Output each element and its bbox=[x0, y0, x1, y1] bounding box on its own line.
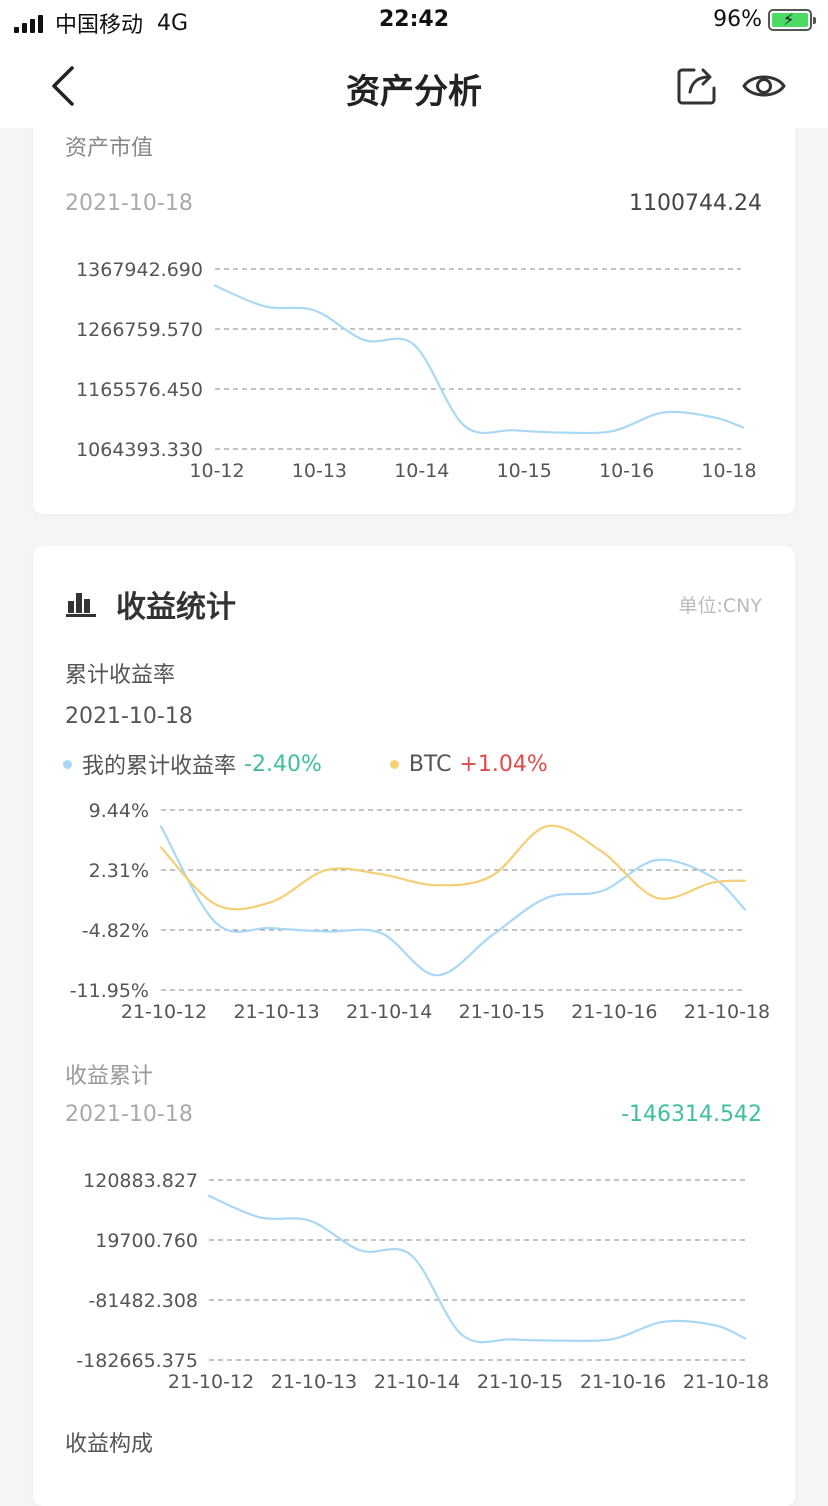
income-stats-title: 收益统计 bbox=[116, 590, 236, 625]
x-tick-label: 21-10-12 bbox=[121, 1001, 207, 1023]
asset-value-card: 资产市值 2021-10-18 1100744.24 1367942.690 12… bbox=[33, 100, 795, 514]
legend-label-btc: BTC bbox=[408, 751, 452, 777]
x-tick-label: 21-10-15 bbox=[477, 1371, 563, 1393]
x-tick-label: 21-10-12 bbox=[168, 1371, 254, 1393]
asset-value-chart: 1367942.690 1266759.570 1165576.450 1064393… bbox=[76, 259, 757, 482]
x-tick-label: 21-10-14 bbox=[374, 1371, 460, 1393]
x-tick-label: 10-15 bbox=[497, 460, 552, 482]
cum-rate-date: 2021-10-18 bbox=[65, 704, 193, 729]
y-tick-label: -182665.375 bbox=[76, 1350, 198, 1372]
x-tick-label: 21-10-14 bbox=[346, 1001, 432, 1023]
series-line bbox=[207, 1194, 747, 1344]
nav-bar: 资产分析 bbox=[0, 44, 828, 128]
y-tick-label: 9.44% bbox=[89, 800, 149, 822]
asset-value-title: 资产市值 bbox=[65, 136, 154, 161]
network-label: 4G bbox=[157, 10, 189, 36]
x-tick-label: 10-18 bbox=[701, 460, 756, 482]
income-stats-header: 收益统计 bbox=[66, 582, 236, 626]
y-tick-label: 1266759.570 bbox=[76, 319, 203, 341]
x-tick-label: 21-10-15 bbox=[459, 1001, 545, 1023]
series-line bbox=[159, 825, 747, 977]
signal-icon bbox=[14, 13, 43, 33]
status-right: 96% ⚡ bbox=[713, 7, 816, 32]
x-tick-label: 10-13 bbox=[292, 460, 347, 482]
x-tick-label: 21-10-13 bbox=[233, 1001, 319, 1023]
y-tick-label: -81482.308 bbox=[88, 1290, 198, 1312]
cum-rate-chart: 9.44% 2.31% -4.82% -11.95%21-10-12 21-10-13 2… bbox=[70, 800, 770, 1023]
composition-title: 收益构成 bbox=[65, 1432, 154, 1457]
x-tick-label: 21-10-13 bbox=[271, 1371, 357, 1393]
series-line bbox=[213, 284, 745, 435]
eye-icon[interactable] bbox=[742, 66, 786, 106]
battery-icon: ⚡ bbox=[768, 8, 816, 31]
y-tick-label: 19700.760 bbox=[95, 1230, 198, 1252]
y-tick-label: 1064393.330 bbox=[76, 439, 203, 461]
cum-rate-title: 累计收益率 bbox=[65, 663, 176, 688]
cum-income-date: 2021-10-18 bbox=[65, 1102, 193, 1127]
y-tick-label: 120883.827 bbox=[83, 1170, 198, 1192]
x-tick-label: 21-10-16 bbox=[580, 1371, 666, 1393]
cum-income-title: 收益累计 bbox=[65, 1064, 154, 1089]
asset-value-amount: 1100744.24 bbox=[629, 191, 762, 216]
y-tick-label: 1165576.450 bbox=[76, 379, 203, 401]
cum-rate-legend: 我的累计收益率 -2.40% BTC +1.04% bbox=[63, 748, 548, 780]
unit-label: 单位:CNY bbox=[678, 595, 763, 617]
income-stats-card: 收益统计 单位:CNY 累计收益率 2021-10-18 我的累计收益率 -2.… bbox=[33, 546, 795, 1506]
share-icon[interactable] bbox=[676, 64, 718, 106]
x-tick-label: 21-10-18 bbox=[684, 1001, 770, 1023]
x-tick-label: 10-16 bbox=[599, 460, 654, 482]
y-tick-label: -4.82% bbox=[82, 920, 149, 942]
y-tick-label: -11.95% bbox=[70, 980, 149, 1002]
status-left: 中国移动 4G bbox=[14, 7, 188, 39]
back-arrow-icon[interactable] bbox=[46, 64, 86, 108]
x-tick-label: 21-10-18 bbox=[683, 1371, 769, 1393]
y-tick-label: 1367942.690 bbox=[76, 259, 203, 281]
series-line bbox=[159, 824, 747, 911]
bar-chart-icon bbox=[66, 593, 96, 617]
cum-income-value: -146314.542 bbox=[621, 1102, 762, 1127]
x-tick-label: 10-12 bbox=[189, 460, 244, 482]
page-title: 资产分析 bbox=[346, 72, 482, 112]
status-time: 22:42 bbox=[378, 7, 450, 32]
legend-label-mine: 我的累计收益率 bbox=[82, 754, 237, 779]
x-tick-label: 10-14 bbox=[394, 460, 449, 482]
asset-value-date: 2021-10-18 bbox=[65, 191, 193, 216]
cum-income-chart: 120883.827 19700.760 -81482.308 -182665.375… bbox=[76, 1170, 769, 1393]
y-tick-label: 2.31% bbox=[89, 860, 149, 882]
battery-percent: 96% bbox=[713, 7, 762, 32]
legend-value-btc: +1.04% bbox=[459, 751, 548, 777]
legend-dot-mine bbox=[63, 759, 72, 769]
status-bar: 中国移动 4G 22:42 96% ⚡ bbox=[0, 0, 828, 44]
legend-value-mine: -2.40% bbox=[244, 751, 322, 777]
legend-dot-btc bbox=[389, 759, 399, 769]
x-tick-label: 21-10-16 bbox=[571, 1001, 657, 1023]
carrier-label: 中国移动 bbox=[55, 13, 144, 38]
